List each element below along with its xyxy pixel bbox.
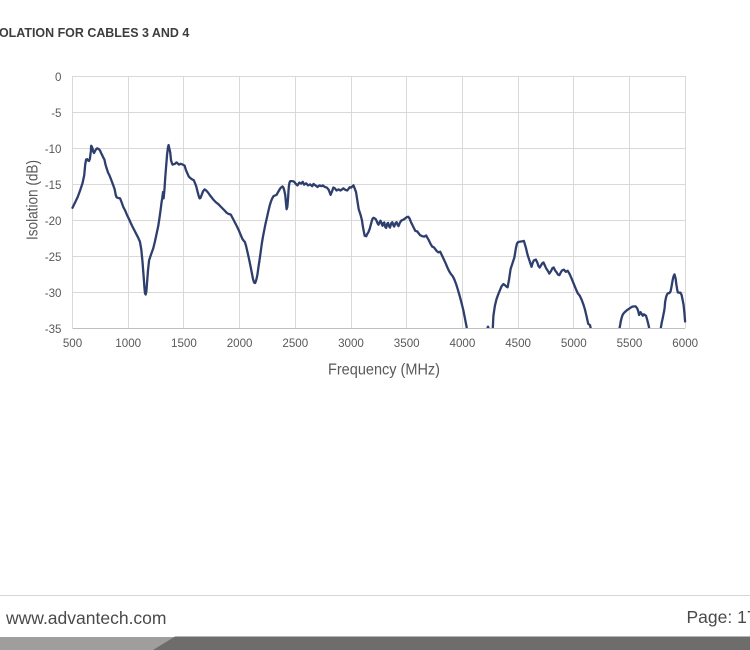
svg-text:Frequency (MHz): Frequency (MHz) — [328, 362, 440, 379]
svg-text:2500: 2500 — [282, 337, 308, 350]
svg-text:0: 0 — [55, 71, 61, 84]
svg-text:1500: 1500 — [171, 337, 197, 350]
svg-text:-5: -5 — [51, 107, 61, 120]
svg-text:-15: -15 — [45, 179, 62, 192]
svg-text:3000: 3000 — [338, 337, 364, 350]
svg-text:-10: -10 — [45, 143, 62, 156]
svg-text:-20: -20 — [45, 215, 62, 228]
svg-text:-30: -30 — [45, 287, 62, 300]
svg-text:6000: 6000 — [672, 337, 698, 350]
svg-text:5500: 5500 — [617, 337, 643, 350]
svg-text:Isolation (dB): Isolation (dB) — [25, 160, 42, 240]
svg-text:-35: -35 — [45, 323, 62, 336]
svg-text:2000: 2000 — [227, 337, 253, 350]
svg-text:5000: 5000 — [561, 337, 587, 350]
svg-text:-25: -25 — [45, 251, 62, 264]
svg-text:4000: 4000 — [450, 337, 476, 350]
svg-text:1000: 1000 — [115, 337, 141, 350]
svg-text:3500: 3500 — [394, 337, 420, 350]
svg-text:500: 500 — [63, 337, 82, 350]
svg-text:4500: 4500 — [505, 337, 531, 350]
